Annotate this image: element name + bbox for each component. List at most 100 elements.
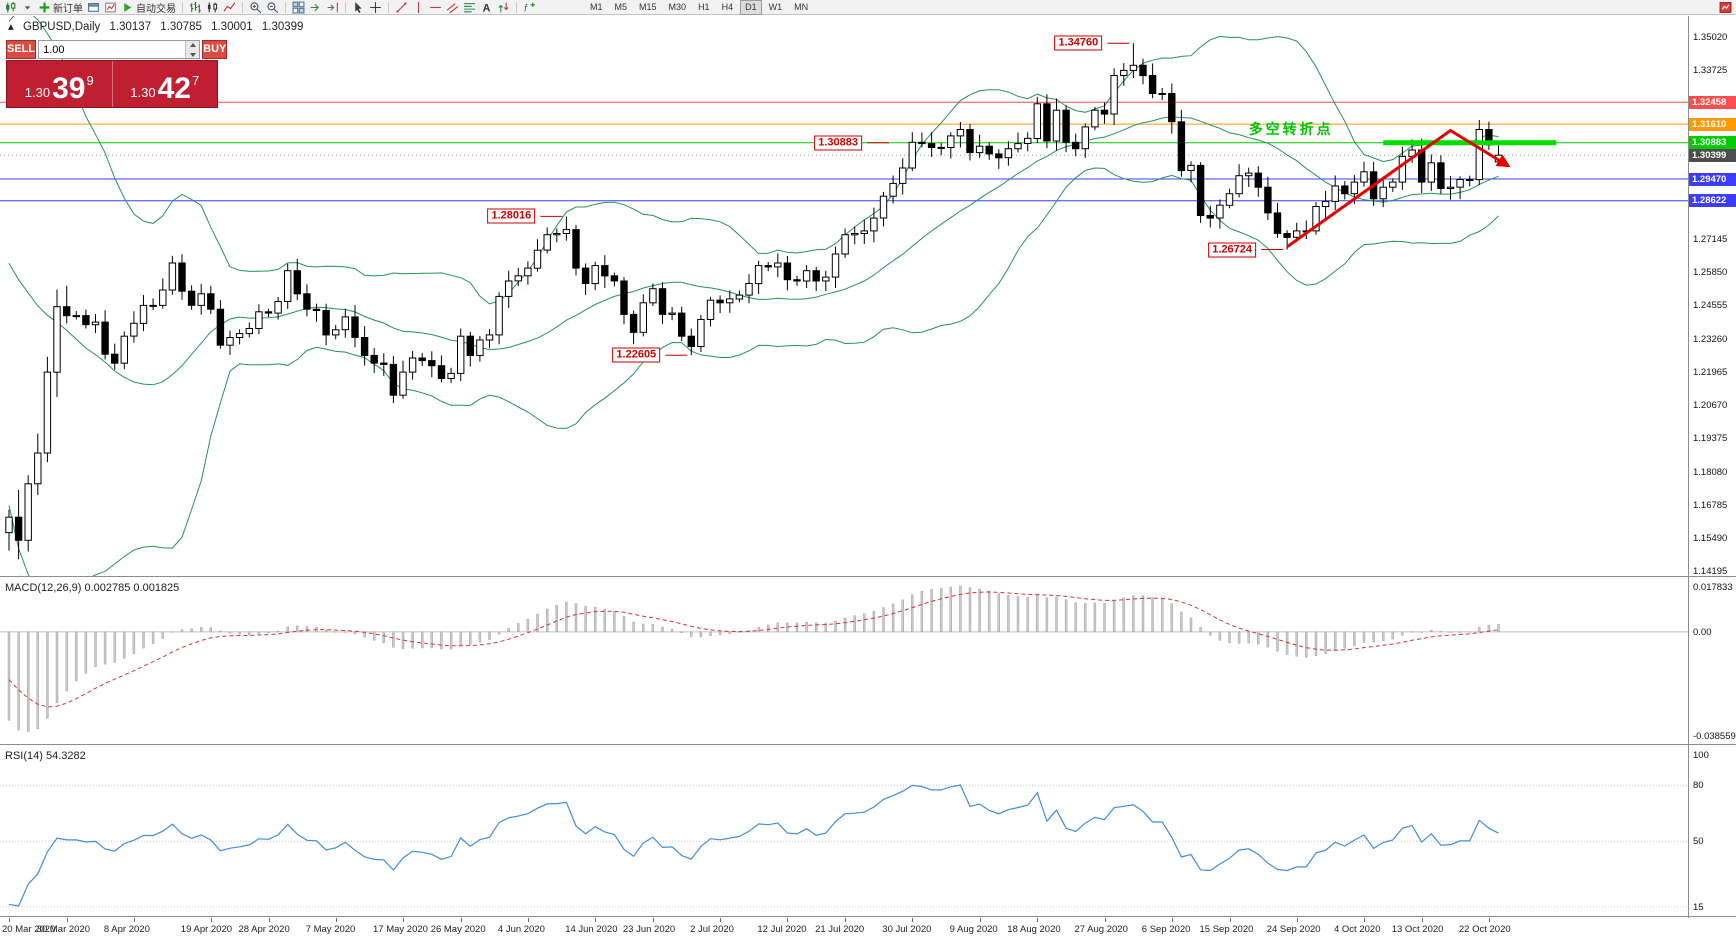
timeframe-d1[interactable]: D1 [740,0,762,15]
time-axis-label: 8 Apr 2020 [103,924,150,935]
svg-text:f: f [524,3,528,14]
time-tick [912,918,914,922]
time-axis-label: 18 Aug 2020 [1007,924,1061,935]
auto-scroll-icon[interactable] [308,0,323,14]
price-axis-label: 1.23260 [1693,333,1728,345]
time-axis-label: 2 Jul 2020 [690,924,734,935]
sell-price-prefix: 1.30 [24,85,51,100]
symbol-marker-icon: ▴ [8,21,14,33]
macd-panel-canvas[interactable] [0,580,1688,744]
time-axis-label: 17 May 2020 [373,924,428,935]
time-tick [403,918,404,922]
caret-down-icon[interactable] [20,0,35,14]
autotrading-label: 自动交易 [136,3,176,15]
buy-price-prefix: 1.30 [130,85,156,100]
symbol-name: GBPUSD,Daily [22,21,101,33]
open-value: 1.30137 [109,21,152,33]
timeframe-m15[interactable]: M15 [639,1,657,12]
time-tick [210,918,212,922]
autotrading-button[interactable]: 自动交易 [120,0,177,15]
low-value: 1.30001 [211,21,253,33]
time-axis-label: 30 Jul 2020 [882,924,932,935]
pivot-annotation-text[interactable]: 多空转折点 [1248,120,1334,137]
horizontal-lines[interactable] [0,101,1688,202]
price-axis-label: 1.15490 [1693,533,1728,544]
volume-down-button[interactable] [186,50,199,59]
text-label-icon[interactable]: A [479,0,494,14]
timeframe-h4[interactable]: H4 [721,1,734,12]
chart-type-icon[interactable] [3,0,18,14]
toolbar-separator [285,1,286,13]
new-order-button[interactable]: 新订单 [37,0,84,15]
time-axis-label: 27 Aug 2020 [1074,924,1128,935]
time-axis-label: 14 Jun 2020 [565,924,618,935]
trend-arrow[interactable] [1286,128,1511,249]
rsi-panel-canvas[interactable] [0,748,1688,916]
bar-chart-icon[interactable] [188,0,203,14]
time-axis-label: 4 Jun 2020 [497,924,545,935]
timeframe-m30[interactable]: M30 [668,1,687,12]
zoom-out-icon[interactable] [265,0,280,14]
new-order-label: 新订单 [53,3,83,15]
crosshair-icon[interactable] [368,0,383,14]
timeframe-m1[interactable]: M1 [590,1,603,12]
chart-title: ▴ GBPUSD,Daily 1.30137 1.30785 1.30001 1… [8,19,309,33]
rsi-axis-label: 100 [1693,750,1709,761]
price-axis-label: 1.35020 [1693,31,1728,43]
resistance-price-tag: 1.32458 [1689,95,1736,109]
timeframe-mn[interactable]: MN [794,1,809,12]
rsi-indicator-label: RSI(14) 54.3282 [5,750,86,762]
price-axis-label: 1.19375 [1693,433,1728,445]
rsi-axis-label: 15 [1693,901,1704,913]
chart-window-icon[interactable] [86,0,101,14]
candlestick-chart-icon[interactable] [205,0,220,14]
new-window-icon[interactable] [1718,0,1733,14]
profile-icon[interactable] [103,0,118,14]
volume-input-group [38,40,201,59]
volume-input[interactable] [39,41,186,58]
main-chart-canvas[interactable] [0,16,1688,576]
vertical-line-icon[interactable] [411,0,426,14]
close-value: 1.30399 [261,21,304,33]
toolbar-separator [242,1,243,13]
time-axis-label: 13 Oct 2020 [1391,924,1444,935]
buy-price-display[interactable]: 1.30 42 7 [113,61,218,107]
time-tick [1296,918,1298,922]
svg-text:A: A [483,2,491,14]
chart-shift-icon[interactable] [325,0,340,14]
trendline-icon[interactable] [394,0,409,14]
indicators-icon[interactable]: f [522,0,537,14]
time-axis-label: 9 Aug 2020 [949,924,998,935]
cursor-icon[interactable] [351,0,366,14]
buy-button[interactable]: BUY [202,40,228,59]
timeframe-w1[interactable]: W1 [768,1,783,12]
fibonacci-icon[interactable] [462,0,477,14]
time-tick [595,918,597,922]
zoom-in-icon[interactable] [248,0,263,14]
timeframe-m5[interactable]: M5 [614,1,628,12]
bollinger-bands [8,16,1499,576]
current-price-tag: 1.30399 [1689,148,1736,162]
time-axis-label: 28 Apr 2020 [238,924,290,935]
tile-windows-icon[interactable] [291,0,306,14]
price-axis-label: 1.16785 [1693,499,1728,511]
arrow-tools-icon[interactable] [496,0,511,14]
sell-price-display[interactable]: 1.30 39 9 [7,61,113,107]
time-axis-label: 15 Sep 2020 [1199,924,1254,935]
equidistant-channel-icon[interactable] [445,0,460,14]
sell-price-big-digits: 39 [52,72,86,105]
volume-up-button[interactable] [186,41,199,50]
price-axis-label: 1.20670 [1693,400,1728,411]
rsi-axis-label: 80 [1693,780,1704,792]
sell-button[interactable]: SELL [6,40,37,59]
panel-separator [0,916,1736,917]
horizontal-line-icon[interactable] [428,0,443,14]
line-chart-icon[interactable] [222,0,237,14]
resistance-price-tag: 1.31610 [1689,117,1736,131]
time-axis-label: 21 Jul 2020 [815,924,865,935]
timeframe-h1[interactable]: H1 [698,1,710,12]
price-axis-label: 1.33725 [1693,64,1728,76]
price-axis-label: 1.18080 [1693,466,1728,478]
price-axis-border [1688,16,1689,918]
